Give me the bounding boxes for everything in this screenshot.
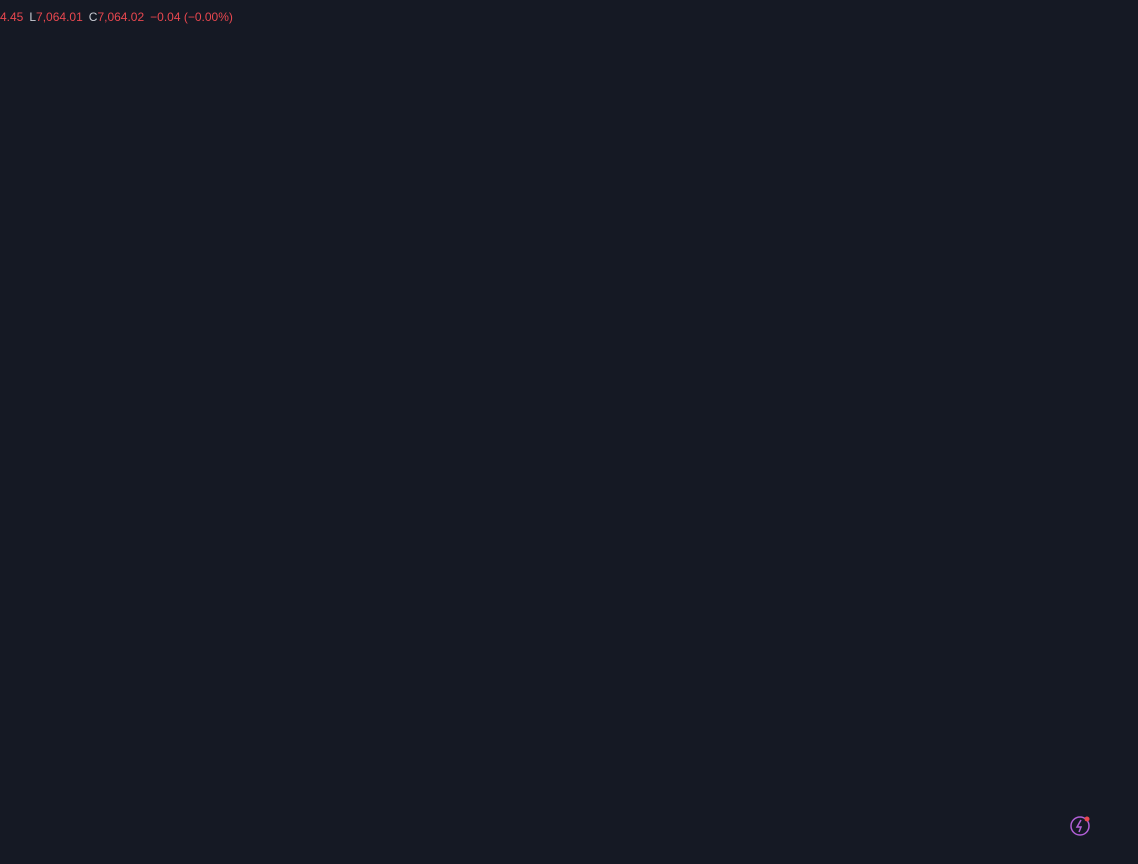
icon-dot [1084,816,1090,822]
header-value: 4.45 [0,10,24,24]
header-key: L [29,10,37,24]
status-icon[interactable] [1070,816,1090,836]
header-change: −0.04 (−0.00%) [150,10,233,24]
icon-ring [1070,816,1090,836]
ohlc-legend: 4.45 L7,064.01 C7,064.02 −0.04 (−0.00%) [0,10,233,24]
header-value: 7,064.02 [97,10,145,24]
header-value: 7,064.01 [36,10,83,24]
header-key: C [88,10,98,24]
icon-bolt [1075,819,1083,833]
